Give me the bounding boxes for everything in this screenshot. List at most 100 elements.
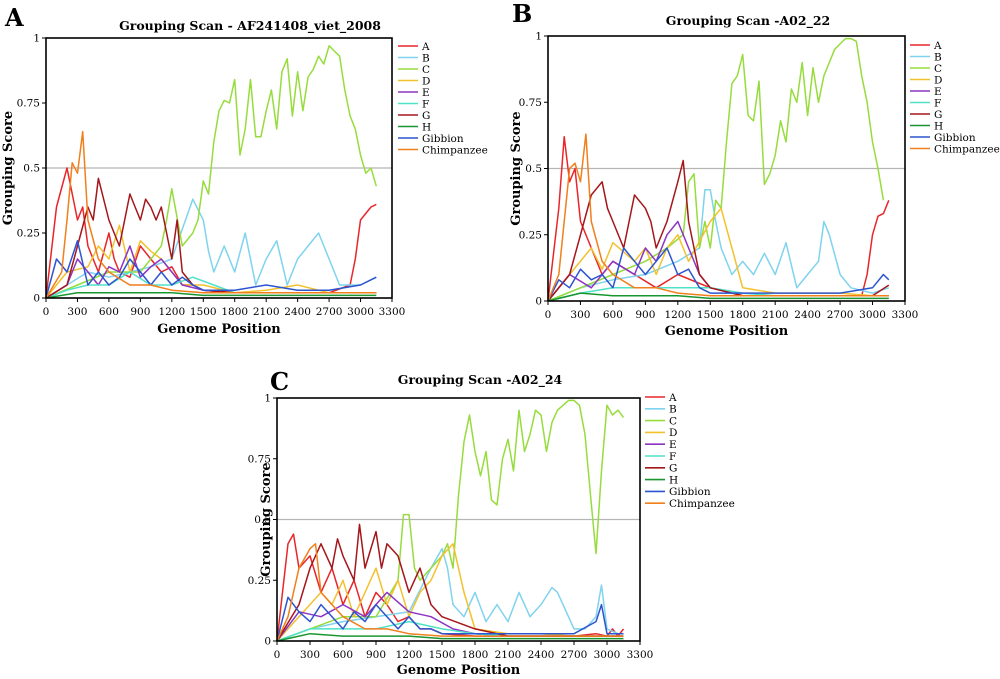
x-axis-label: Genome Position — [397, 663, 521, 678]
series-line-chimpanzee — [45, 130, 377, 299]
legend-label-gibbion: Gibbion — [422, 133, 464, 145]
legend-label-d: D — [422, 75, 430, 87]
y-tick-label: 0.75 — [519, 97, 542, 109]
x-tick-label: 2700 — [827, 309, 854, 321]
legend-label-e: E — [669, 439, 677, 451]
x-tick-label: 2700 — [316, 306, 343, 318]
series-line-g — [45, 177, 377, 299]
x-tick-label: 1500 — [429, 649, 456, 661]
x-tick-label: 600 — [333, 649, 353, 661]
series-line-c — [45, 45, 378, 299]
y-tick-label: 0.25 — [17, 228, 40, 240]
x-tick-label: 600 — [99, 306, 119, 318]
x-tick-label: 3000 — [347, 306, 374, 318]
y-tick-label: 1 — [264, 393, 271, 405]
y-tick-label: 1 — [33, 33, 40, 45]
legend-label-h: H — [934, 120, 943, 132]
series-line-c — [276, 399, 625, 642]
chart-svg-c: C Grouping Scan -A02_24 0 0.25 0.5 0.75 1 0 300 6… — [248, 367, 735, 678]
panel-letter: A — [4, 3, 24, 32]
legend-label-g: G — [422, 110, 430, 122]
x-tick-label: 900 — [366, 649, 386, 661]
legend-label-b: B — [669, 404, 677, 416]
x-tick-label: 2400 — [528, 649, 555, 661]
legend-label-a: A — [668, 392, 677, 404]
x-tick-label: 1800 — [221, 306, 248, 318]
y-tick-label: 0.25 — [248, 575, 271, 587]
y-tick-label: 0.5 — [525, 163, 542, 175]
x-tick-label: 1500 — [190, 306, 217, 318]
legend-label-chimpanzee: Chimpanzee — [934, 143, 1000, 155]
x-tick-label: 0 — [545, 309, 552, 321]
x-tick-label: 0 — [274, 649, 281, 661]
series-line-chimpanzee — [276, 543, 624, 642]
legend-label-b: B — [422, 52, 430, 64]
x-tick-label: 2400 — [284, 306, 311, 318]
legend-label-c: C — [669, 415, 677, 427]
series-line-a — [45, 167, 377, 299]
series-line-chimpanzee — [547, 133, 889, 302]
y-tick-label: 0 — [535, 296, 542, 308]
chart-panel-b: B Grouping Scan -A02_22 0 0.25 0.5 0.75 1 0 300 6… — [500, 0, 1000, 345]
x-tick-label: 2700 — [561, 649, 588, 661]
x-tick-label: 300 — [570, 309, 590, 321]
series-line-gibbion — [276, 596, 624, 642]
legend-label-chimpanzee: Chimpanzee — [422, 144, 488, 156]
series-line-d — [547, 207, 889, 302]
series-line-a — [276, 533, 625, 642]
series-line-b — [547, 188, 890, 302]
y-axis-label: Grouping Score — [259, 462, 274, 576]
x-tick-label: 2100 — [253, 306, 280, 318]
x-tick-label: 1200 — [664, 309, 691, 321]
legend-label-f: F — [422, 98, 429, 110]
series-line-h — [276, 632, 624, 642]
x-tick-label: 3000 — [594, 649, 621, 661]
chart-title: Grouping Scan - AF241408_viet_2008 — [119, 18, 381, 34]
y-axis-label: Grouping Score — [1, 111, 16, 225]
x-axis-label: Genome Position — [157, 322, 281, 337]
y-tick-label: 0 — [264, 636, 271, 648]
x-tick-label: 300 — [300, 649, 320, 661]
x-tick-label: 1200 — [158, 306, 185, 318]
x-tick-label: 1800 — [729, 309, 756, 321]
legend-label-c: C — [934, 63, 942, 75]
legend-label-b: B — [934, 51, 942, 63]
x-tick-label: 3000 — [859, 309, 886, 321]
legend-label-d: D — [669, 427, 677, 439]
x-axis-label: Genome Position — [665, 324, 789, 339]
legend-label-f: F — [669, 451, 676, 463]
chart-svg-b: B Grouping Scan -A02_22 0 0.25 0.5 0.75 1 0 300 6… — [509, 0, 1000, 339]
x-tick-label: 900 — [635, 309, 655, 321]
legend-label-c: C — [422, 64, 430, 76]
y-tick-label: 0.25 — [519, 229, 542, 241]
legend-label-gibbion: Gibbion — [669, 486, 711, 498]
series-line-b — [276, 547, 624, 642]
panel-letter: C — [270, 367, 289, 396]
legend-label-g: G — [669, 463, 677, 475]
legend-label-g: G — [934, 109, 942, 121]
legend-label-h: H — [669, 474, 678, 486]
x-tick-label: 2100 — [762, 309, 789, 321]
legend-label-d: D — [934, 74, 942, 86]
legend-label-e: E — [422, 87, 430, 99]
series-line-gibbion — [547, 247, 890, 302]
legend-label-gibbion: Gibbion — [934, 132, 976, 144]
x-tick-label: 1500 — [697, 309, 724, 321]
legend-label-f: F — [934, 97, 941, 109]
x-tick-label: 300 — [67, 306, 87, 318]
x-tick-label: 2100 — [495, 649, 522, 661]
y-tick-label: 1 — [535, 31, 542, 43]
chart-title: Grouping Scan -A02_24 — [398, 372, 563, 388]
y-tick-label: 0.5 — [254, 514, 271, 526]
y-axis-label: Grouping Score — [509, 111, 524, 225]
x-tick-label: 900 — [130, 306, 150, 318]
x-tick-label: 0 — [43, 306, 50, 318]
series-line-h — [45, 292, 377, 299]
y-tick-label: 0.5 — [23, 163, 40, 175]
legend-label-a: A — [421, 41, 430, 53]
x-tick-label: 3300 — [379, 306, 406, 318]
y-tick-label: 0 — [33, 293, 40, 305]
